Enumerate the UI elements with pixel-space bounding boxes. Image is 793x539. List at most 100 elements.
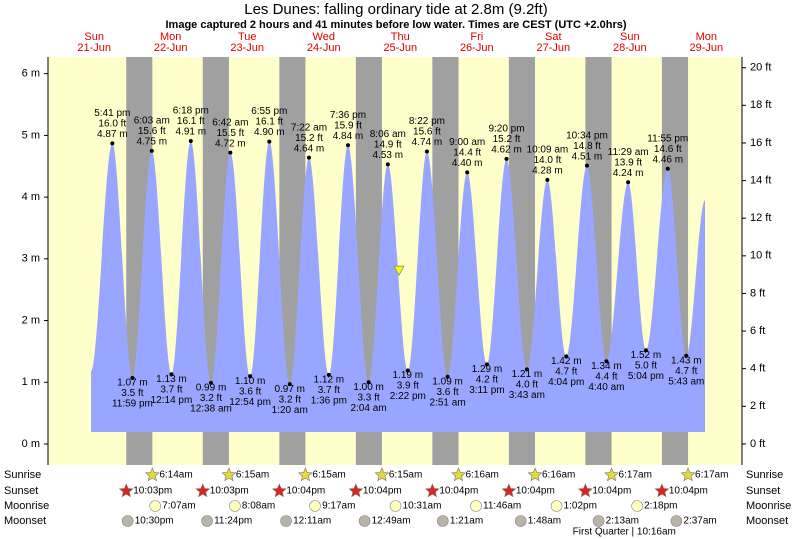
tide-point <box>564 354 569 359</box>
ft-label: 3.6 ft <box>239 386 261 397</box>
time-label: 4:04 pm <box>548 377 584 388</box>
event-time: 1:02pm <box>564 501 597 512</box>
height-label: 4.84 m <box>333 131 364 142</box>
ft-label: 4.7 ft <box>675 366 697 377</box>
row-label-left: Sunset <box>4 485 38 497</box>
row-label-right: Moonrise <box>746 500 791 512</box>
ft-label: 3.5 ft <box>121 388 143 399</box>
ft-label: 15.2 ft <box>295 133 323 144</box>
y2-tick-label: 8 ft <box>750 287 765 299</box>
ft-label: 16.0 ft <box>98 119 126 130</box>
event-time: 6:17am <box>695 470 728 481</box>
tide-area <box>91 140 706 432</box>
event-time: 6:15am <box>389 470 422 481</box>
event-time: 8:08am <box>242 501 275 512</box>
row-label-left: Moonrise <box>4 500 49 512</box>
event-time: 10:03pm <box>133 486 172 497</box>
chart-subtitle: Image captured 2 hours and 41 minutes be… <box>165 19 626 31</box>
height-label: 1.09 m <box>432 376 463 387</box>
row-label-left: Sunrise <box>4 469 41 481</box>
day-date: 26-Jun <box>460 42 494 54</box>
ft-label: 13.9 ft <box>614 157 642 168</box>
day-name: Sun <box>620 31 640 43</box>
event-time: 1:21am <box>450 516 483 527</box>
tide-point <box>149 148 154 153</box>
moon-icon <box>309 500 321 512</box>
ft-label: 15.6 ft <box>413 127 441 138</box>
moon-icon <box>121 515 134 527</box>
sun-icon <box>527 467 543 482</box>
tide-point <box>445 374 450 379</box>
height-label: 1.12 m <box>314 375 345 386</box>
height-label: 4.28 m <box>532 165 563 176</box>
y-tick-label: 1 m <box>22 376 40 388</box>
event-time: 2:13am <box>606 516 639 527</box>
event-time: 6:14am <box>159 470 192 481</box>
event-time: 6:15am <box>312 470 345 481</box>
height-label: 4.75 m <box>136 136 167 147</box>
day-date: 21-Jun <box>77 42 111 54</box>
height-label: 4.91 m <box>176 127 207 138</box>
sun-icon <box>144 467 160 482</box>
time-label: 6:03 am <box>134 115 170 126</box>
row-label-right: Sunset <box>746 485 780 497</box>
time-label: 11:55 pm <box>647 133 688 144</box>
sun-icon <box>451 467 466 482</box>
ft-label: 3.9 ft <box>397 381 419 392</box>
time-label: 1:36 pm <box>311 396 347 407</box>
tide-point <box>110 141 115 146</box>
day-date: 22-Jun <box>154 42 188 54</box>
time-label: 12:14 pm <box>151 395 193 406</box>
day-date: 25-Jun <box>383 42 417 54</box>
moon-icon <box>550 500 563 512</box>
ft-label: 14.4 ft <box>453 148 481 159</box>
moon-icon <box>229 500 241 512</box>
time-label: 3:11 pm <box>469 385 504 396</box>
ft-label: 4.7 ft <box>555 367 577 378</box>
moon-phase-note: First Quarter | 10:16am <box>573 527 676 538</box>
time-label: 6:42 am <box>212 117 248 128</box>
height-label: 4.24 m <box>613 168 644 179</box>
event-time: 2:37am <box>683 516 716 527</box>
y-tick-label: 2 m <box>22 314 40 326</box>
day-name: Sun <box>84 31 104 43</box>
day-date: 23-Jun <box>230 42 264 54</box>
time-label: 11:29 am <box>608 147 649 158</box>
height-label: 1.10 m <box>235 376 266 387</box>
event-time: 11:46am <box>483 501 521 512</box>
day-name: Fri <box>470 31 483 43</box>
time-label: 6:55 pm <box>251 106 287 117</box>
height-label: 1.21 m <box>512 369 543 380</box>
moon-icon <box>437 515 449 527</box>
time-label: 5:43 am <box>668 376 704 387</box>
day-name: Sat <box>545 31 562 43</box>
current-level-marker <box>393 265 405 277</box>
time-label: 12:38 am <box>190 404 232 415</box>
tide-point <box>366 380 371 385</box>
height-label: 4.72 m <box>215 138 246 149</box>
time-label: 10:09 am <box>527 144 569 155</box>
event-time: 12:49am <box>372 516 411 527</box>
y2-tick-label: 20 ft <box>750 62 771 74</box>
height-label: 0.99 m <box>196 383 227 394</box>
event-time: 12:11am <box>293 516 331 527</box>
ft-label: 4.4 ft <box>595 371 617 382</box>
ft-label: 14.6 ft <box>654 144 682 155</box>
day-date: 28-Jun <box>613 42 647 54</box>
ft-label: 4.2 ft <box>476 375 498 386</box>
ft-label: 3.6 ft <box>436 387 458 398</box>
tide-point <box>465 170 470 175</box>
tide-point <box>405 368 410 373</box>
tide-point <box>626 180 631 185</box>
time-label: 4:40 am <box>588 382 624 393</box>
event-time: 1:48am <box>528 516 561 527</box>
sun-icon <box>221 467 237 482</box>
y2-tick-label: 14 ft <box>750 174 771 186</box>
day-date: 24-Jun <box>307 42 341 54</box>
height-label: 4.62 m <box>491 144 522 155</box>
ft-label: 14.0 ft <box>533 155 561 166</box>
height-label: 1.42 m <box>551 356 582 367</box>
moon-icon <box>389 500 402 512</box>
time-label: 2:22 pm <box>390 391 426 402</box>
event-time: 10:04pm <box>516 486 555 497</box>
